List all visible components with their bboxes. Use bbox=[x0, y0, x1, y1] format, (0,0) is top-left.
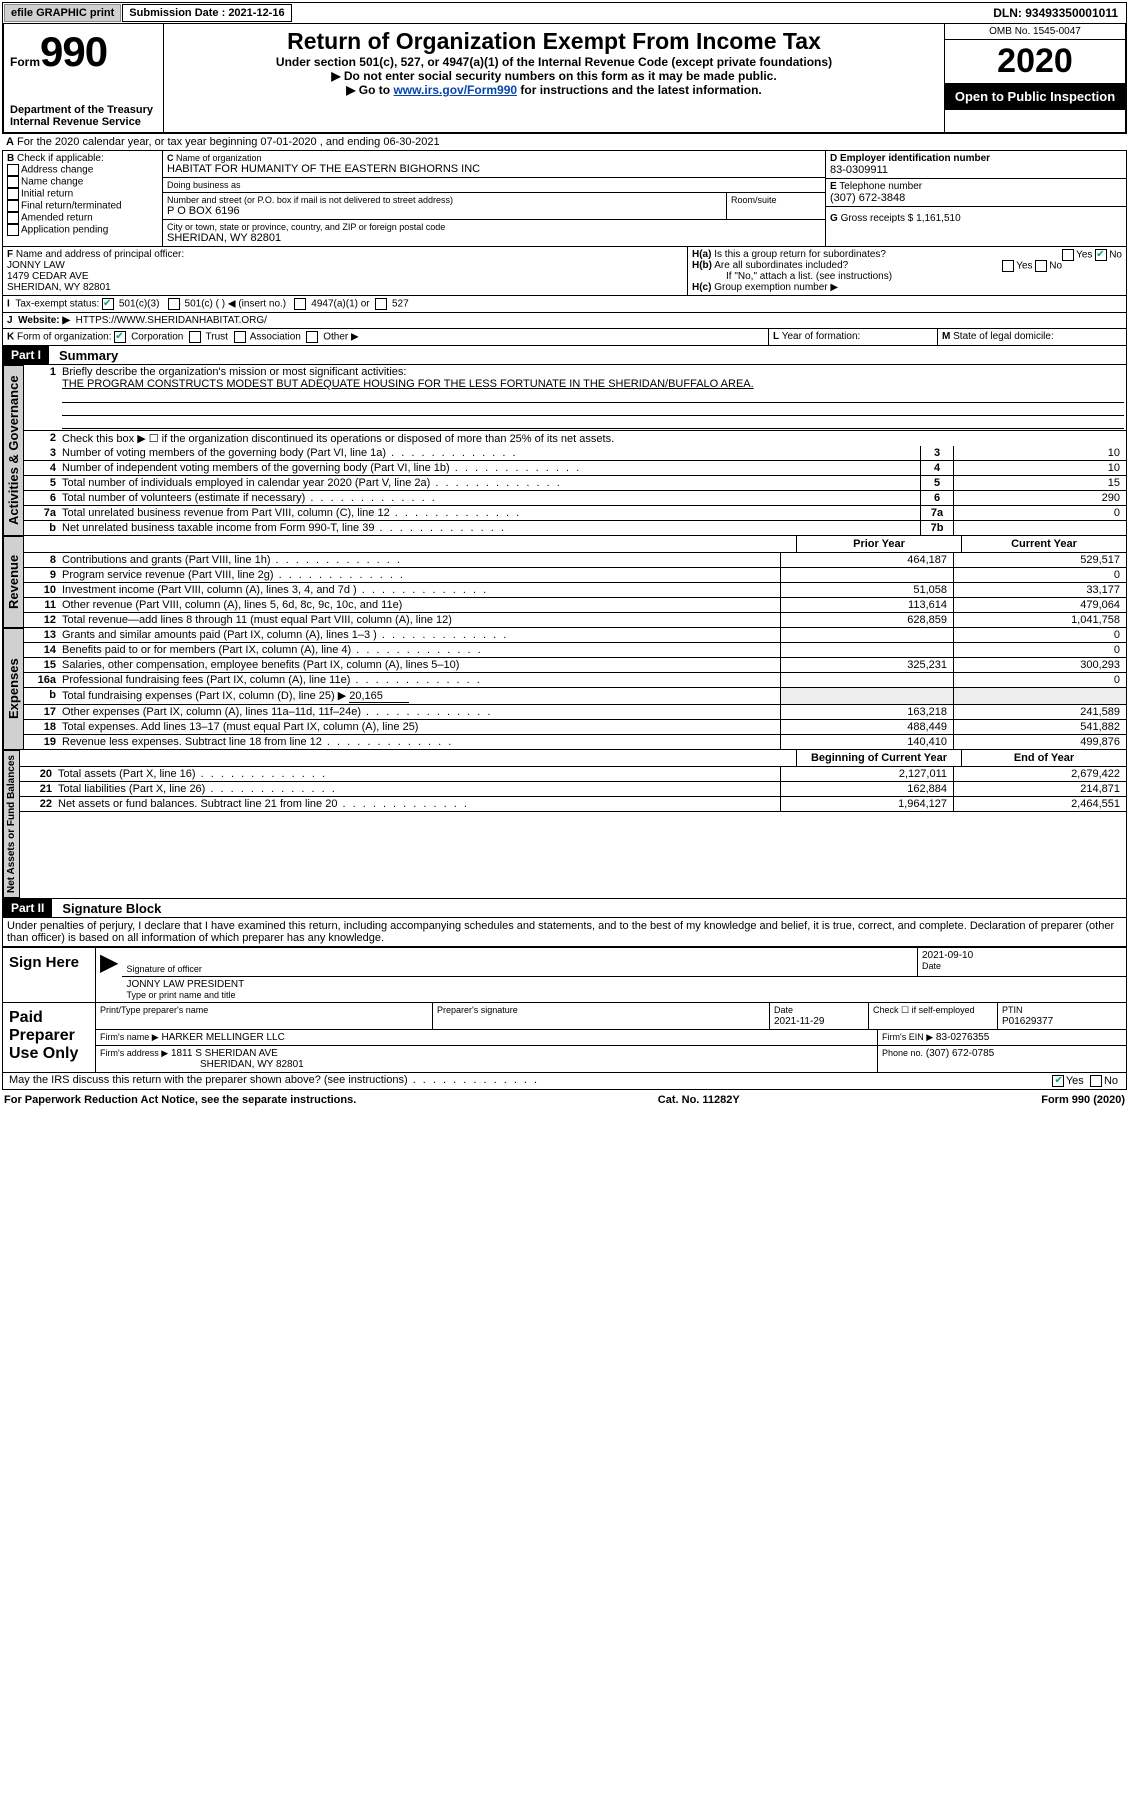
paid-preparer-label: Paid Preparer Use Only bbox=[3, 1003, 96, 1072]
l3-value: 10 bbox=[953, 446, 1126, 460]
form-header: Form990 Department of the Treasury Inter… bbox=[2, 24, 1127, 134]
officer-print-name: JONNY LAW PRESIDENT bbox=[126, 979, 1122, 990]
firm-phone: (307) 672-0785 bbox=[926, 1048, 994, 1059]
officer-addr1: 1479 CEDAR AVE bbox=[7, 271, 89, 282]
l1-label: Briefly describe the organization's miss… bbox=[62, 366, 406, 378]
ha-label: Is this a group return for subordinates? bbox=[714, 249, 886, 260]
hb-label: Are all subordinates included? bbox=[714, 260, 848, 271]
part1-label: Part I bbox=[3, 346, 49, 364]
open-to-public: Open to Public Inspection bbox=[945, 83, 1125, 110]
street-label: Number and street (or P.O. box if mail i… bbox=[167, 195, 722, 205]
discuss-text: May the IRS discuss this return with the… bbox=[3, 1073, 950, 1089]
l3-text: Number of voting members of the governin… bbox=[60, 446, 920, 460]
top-bar: efile GRAPHIC print Submission Date : 20… bbox=[2, 2, 1127, 24]
dba-label: Doing business as bbox=[167, 180, 821, 190]
org-name: HABITAT FOR HUMANITY OF THE EASTERN BIGH… bbox=[167, 163, 821, 175]
hdr-end-year: End of Year bbox=[961, 750, 1126, 766]
i-label: Tax-exempt status: bbox=[15, 299, 99, 310]
hdr-current-year: Current Year bbox=[961, 536, 1126, 552]
form-subtitle-3: Go to www.irs.gov/Form990 for instructio… bbox=[170, 83, 938, 97]
hdr-prior-year: Prior Year bbox=[796, 536, 961, 552]
cb-initial-return[interactable]: Initial return bbox=[21, 189, 73, 200]
dln: DLN: 93493350001011 bbox=[985, 4, 1126, 22]
vtab-revenue: Revenue bbox=[3, 536, 24, 628]
room-label: Room/suite bbox=[731, 195, 821, 205]
cb-amended-return[interactable]: Amended return bbox=[21, 213, 93, 224]
form-title: Return of Organization Exempt From Incom… bbox=[170, 28, 938, 55]
part2-title: Signature Block bbox=[52, 901, 161, 916]
form-subtitle-2: Do not enter social security numbers on … bbox=[170, 69, 938, 83]
vtab-activities: Activities & Governance bbox=[3, 365, 24, 536]
mission-text: THE PROGRAM CONSTRUCTS MODEST BUT ADEQUA… bbox=[62, 378, 754, 390]
tax-year: 2020 bbox=[945, 40, 1125, 83]
dept-treasury: Department of the Treasury Internal Reve… bbox=[10, 104, 157, 128]
phone-value: (307) 672-3848 bbox=[830, 192, 905, 204]
gross-value: 1,161,510 bbox=[916, 213, 961, 224]
firm-name: HARKER MELLINGER LLC bbox=[161, 1032, 284, 1043]
ein-label: Employer identification number bbox=[840, 153, 990, 164]
omb-number: OMB No. 1545-0047 bbox=[945, 24, 1125, 40]
officer-print-label: Type or print name and title bbox=[126, 990, 1122, 1000]
ptin-value: P01629377 bbox=[1002, 1016, 1053, 1027]
city-value: SHERIDAN, WY 82801 bbox=[167, 232, 821, 244]
street-value: P O BOX 6196 bbox=[167, 205, 722, 217]
cb-name-change[interactable]: Name change bbox=[21, 177, 83, 188]
form-subtitle-1: Under section 501(c), 527, or 4947(a)(1)… bbox=[170, 55, 938, 69]
vtab-netassets: Net Assets or Fund Balances bbox=[3, 750, 20, 898]
sig-date-value: 2021-09-10 bbox=[922, 950, 1122, 961]
sig-date-label: Date bbox=[922, 961, 1122, 971]
phone-label: Telephone number bbox=[839, 181, 922, 192]
l2-text: Check this box ▶ ☐ if the organization d… bbox=[60, 431, 1126, 446]
efile-print-button[interactable]: efile GRAPHIC print bbox=[4, 4, 121, 22]
form-label: Form bbox=[10, 55, 40, 69]
part2-label: Part II bbox=[3, 899, 52, 917]
hb-note: If "No," attach a list. (see instruction… bbox=[726, 271, 892, 282]
cb-final-return[interactable]: Final return/terminated bbox=[21, 201, 122, 212]
footer-pra: For Paperwork Reduction Act Notice, see … bbox=[4, 1094, 356, 1106]
ein-value: 83-0309911 bbox=[830, 164, 888, 176]
cb-address-change[interactable]: Address change bbox=[21, 165, 93, 176]
firm-ein: 83-0276355 bbox=[936, 1032, 989, 1043]
officer-addr2: SHERIDAN, WY 82801 bbox=[7, 282, 111, 293]
line-a: A For the 2020 calendar year, or tax yea… bbox=[2, 134, 1127, 151]
c-name-label: Name of organization bbox=[176, 153, 262, 163]
vtab-expenses: Expenses bbox=[3, 628, 24, 750]
m-label: State of legal domicile: bbox=[953, 331, 1054, 342]
gross-label: Gross receipts $ bbox=[841, 213, 914, 224]
box-b: B Check if applicable: Address change Na… bbox=[3, 151, 163, 246]
l-label: Year of formation: bbox=[782, 331, 861, 342]
sig-officer-label: Signature of officer bbox=[126, 964, 913, 974]
footer-cat: Cat. No. 11282Y bbox=[658, 1094, 740, 1106]
k-label: Form of organization: bbox=[17, 332, 112, 343]
website-value: HTTPS://WWW.SHERIDANHABITAT.ORG/ bbox=[76, 315, 267, 326]
sign-here-label: Sign Here bbox=[3, 948, 96, 1002]
j-label: Website: ▶ bbox=[18, 315, 70, 326]
submission-date: Submission Date : 2021-12-16 bbox=[122, 4, 291, 22]
footer-form: Form 990 (2020) bbox=[1041, 1094, 1125, 1106]
officer-name: JONNY LAW bbox=[7, 260, 65, 271]
hdr-beg-year: Beginning of Current Year bbox=[796, 750, 961, 766]
irs-link[interactable]: www.irs.gov/Form990 bbox=[393, 83, 517, 97]
sign-arrow-icon: ▶ bbox=[96, 948, 122, 1002]
city-label: City or town, state or province, country… bbox=[167, 222, 821, 232]
penalty-text: Under penalties of perjury, I declare th… bbox=[2, 918, 1127, 946]
form-number: 990 bbox=[40, 28, 107, 75]
cb-application-pending[interactable]: Application pending bbox=[21, 225, 108, 236]
part1-title: Summary bbox=[49, 348, 118, 363]
hc-label: Group exemption number ▶ bbox=[714, 282, 838, 293]
f-label: Name and address of principal officer: bbox=[16, 249, 184, 260]
